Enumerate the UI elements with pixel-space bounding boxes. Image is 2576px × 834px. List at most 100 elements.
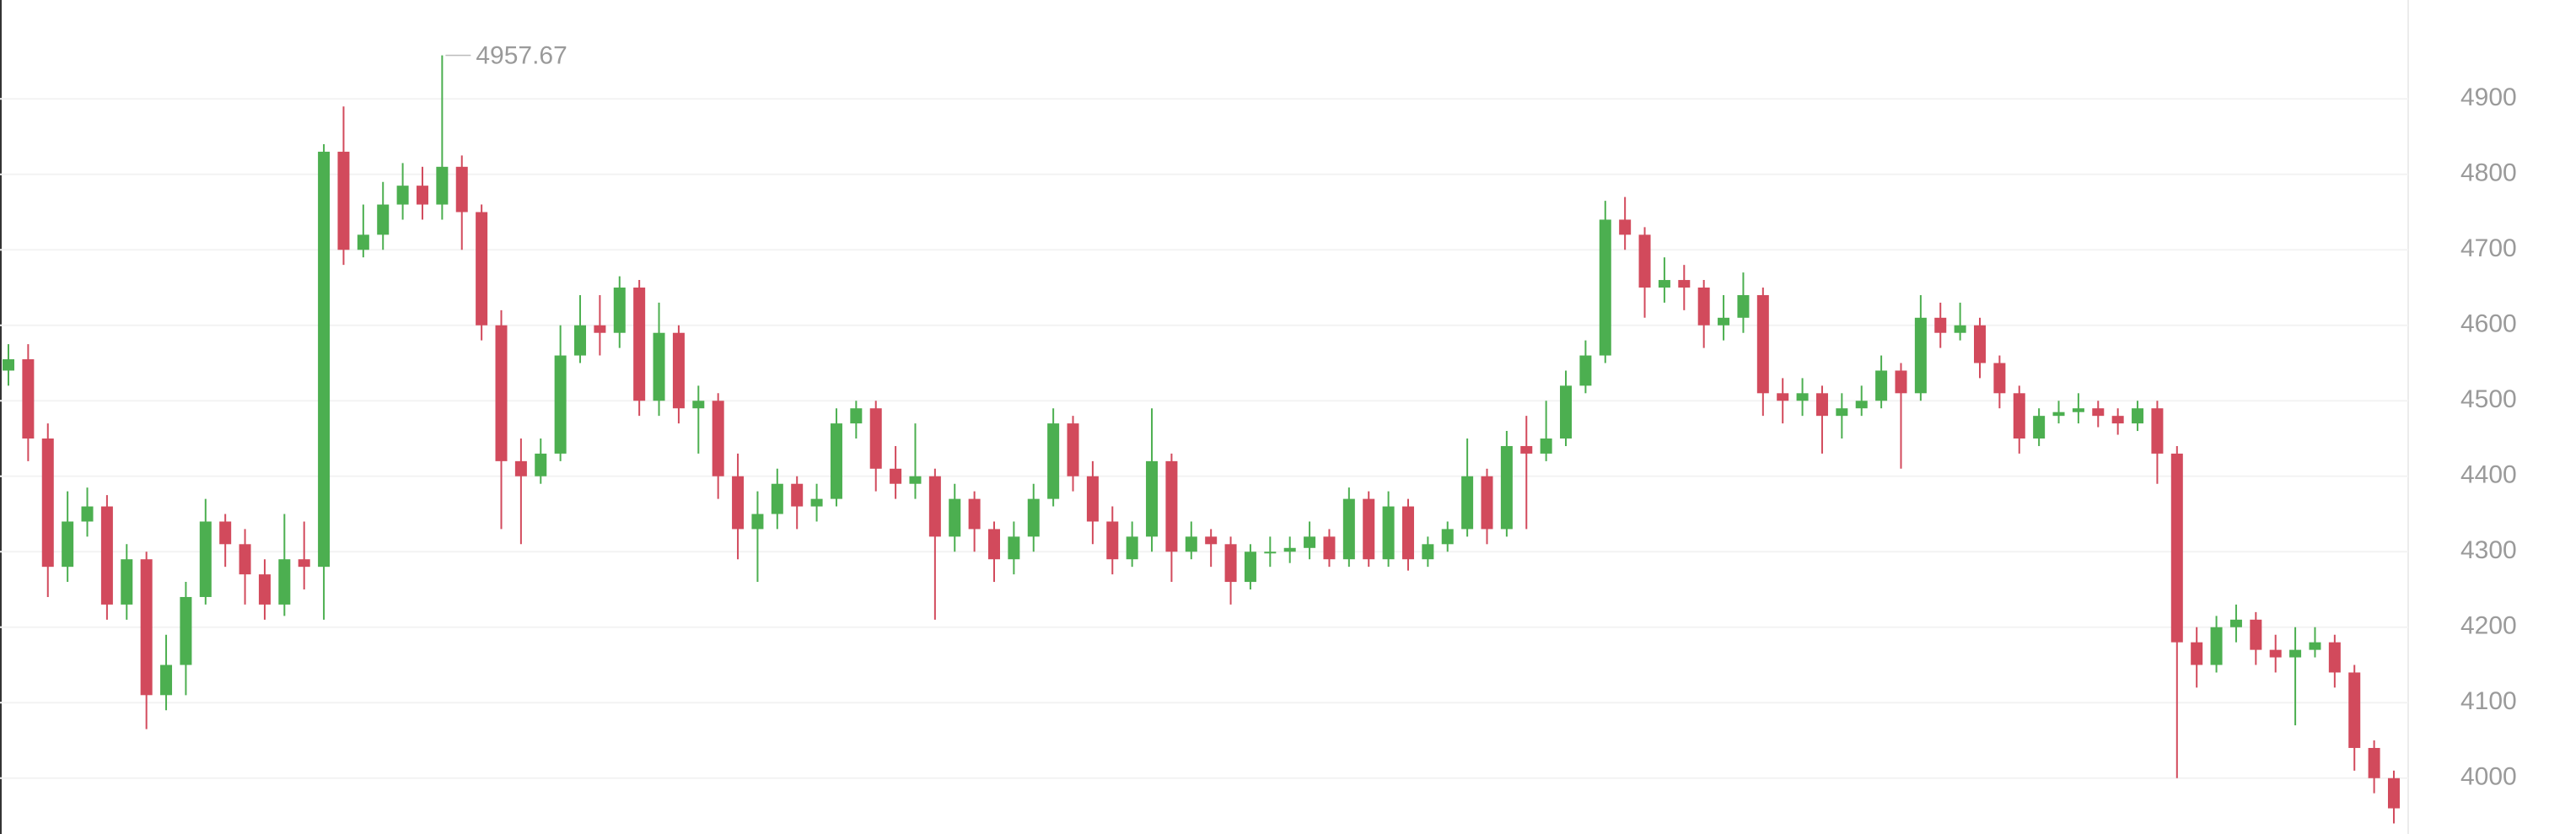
candle-body xyxy=(1205,536,1218,545)
candle-body xyxy=(1146,460,1159,537)
candle-body xyxy=(1599,219,1611,356)
candle-body xyxy=(1934,317,1947,333)
candle-body xyxy=(1638,234,1651,288)
candle-body xyxy=(594,325,606,333)
candle-body xyxy=(1363,498,1375,560)
candle-body xyxy=(357,234,369,250)
candle-body xyxy=(1008,536,1020,560)
candle-body xyxy=(1283,547,1296,552)
candle-body xyxy=(1875,370,1888,401)
candle-body xyxy=(751,514,764,530)
candle-body xyxy=(2348,672,2361,748)
candle-body xyxy=(1914,317,1927,394)
candle-body xyxy=(1342,498,1355,560)
candle-body xyxy=(81,506,94,522)
candle-body xyxy=(2328,642,2341,673)
candle-body xyxy=(535,453,547,476)
candle-body xyxy=(653,332,665,401)
candle-body xyxy=(1974,325,1986,363)
candle-body xyxy=(476,212,488,326)
candle-body xyxy=(1106,521,1119,560)
candle-body xyxy=(574,325,587,356)
candle-body xyxy=(2132,408,2144,424)
candle-body xyxy=(436,166,449,205)
candle-body xyxy=(219,521,232,545)
candle-body xyxy=(160,665,173,696)
candle-body xyxy=(2269,649,2282,658)
candle-body xyxy=(1678,280,1691,288)
candle-body xyxy=(298,559,310,568)
candle-body xyxy=(337,151,350,250)
candle-body xyxy=(1401,506,1414,560)
candle-body xyxy=(928,476,941,537)
candle-body xyxy=(199,521,212,597)
candle-body xyxy=(2289,649,2302,658)
y-tick-label: 4000 xyxy=(2460,763,2517,791)
candle-body xyxy=(1323,536,1336,560)
candle-body xyxy=(495,325,508,461)
candle-body xyxy=(1027,498,1040,537)
candle-body xyxy=(771,483,783,514)
candle-body xyxy=(1855,401,1868,409)
candle-body xyxy=(1993,363,2006,394)
candle-body xyxy=(1777,393,1789,401)
candle-body xyxy=(2170,453,2183,643)
candle-body xyxy=(791,483,804,507)
candle-body xyxy=(810,498,823,507)
candle-body xyxy=(1086,476,1099,522)
candle-body xyxy=(2052,412,2065,417)
candle-body xyxy=(2033,416,2046,439)
y-tick-label: 4100 xyxy=(2460,687,2517,715)
candle-body xyxy=(100,506,113,605)
candle-body xyxy=(140,559,153,696)
candle-body xyxy=(554,355,567,454)
candle-body xyxy=(1540,439,1552,454)
candle-body xyxy=(2092,408,2105,417)
candle-body xyxy=(1954,325,1966,333)
candle-body xyxy=(850,408,863,424)
candle-body xyxy=(1461,476,1474,530)
candle-body xyxy=(2191,642,2203,665)
candle-body xyxy=(377,204,390,235)
candle-body xyxy=(968,498,981,530)
candle-body xyxy=(239,544,251,575)
candle-body xyxy=(258,574,271,605)
candle-body xyxy=(2111,416,2124,424)
candle-body xyxy=(613,288,626,333)
candle-body xyxy=(180,596,192,665)
candle-body xyxy=(1047,423,1060,499)
candle-body xyxy=(672,332,685,409)
candle-body xyxy=(1756,294,1769,394)
candle-body xyxy=(1737,294,1750,318)
candle-body xyxy=(1520,445,1533,454)
candle-body xyxy=(1560,385,1573,439)
candle-body xyxy=(949,498,961,537)
candle-body xyxy=(1836,408,1848,417)
candle-body xyxy=(1481,476,1493,530)
candle-body xyxy=(2309,642,2321,650)
candle-body xyxy=(633,288,646,401)
candle-body xyxy=(988,529,1000,560)
candle-body xyxy=(514,460,527,476)
candle-body xyxy=(890,468,902,484)
candle-body xyxy=(1126,536,1138,560)
candle-body xyxy=(396,186,409,205)
candle-body xyxy=(1422,544,1434,560)
y-tick-label: 4300 xyxy=(2460,536,2517,564)
candle-body xyxy=(2210,627,2223,665)
candle-body xyxy=(22,359,35,439)
y-tick-label: 4200 xyxy=(2460,612,2517,640)
candle-body xyxy=(121,559,133,605)
candle-body xyxy=(732,476,745,530)
candle-body xyxy=(1579,355,1592,386)
candle-body xyxy=(1815,393,1828,417)
candle-body xyxy=(1658,280,1670,288)
candle-body xyxy=(1697,288,1710,326)
candle-body xyxy=(2151,408,2164,454)
y-tick-label: 4400 xyxy=(2460,461,2517,489)
candle-body xyxy=(455,166,468,213)
candle-body xyxy=(2013,393,2025,439)
candle-body xyxy=(1718,317,1730,326)
candle-body xyxy=(1500,445,1513,530)
